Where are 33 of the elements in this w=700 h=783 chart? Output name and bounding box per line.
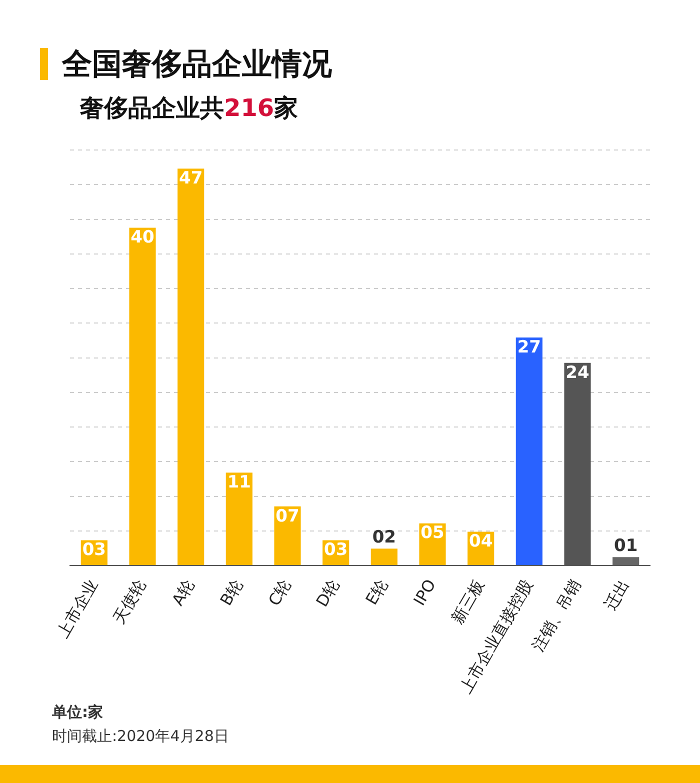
x-tick-label: C轮	[264, 576, 295, 609]
x-tick-label: 天使轮	[109, 576, 150, 627]
data-label: 01	[614, 536, 638, 556]
x-tick-label: 新三板	[447, 576, 488, 627]
data-label: 02	[372, 528, 396, 548]
x-tick-label: 迁出	[600, 576, 633, 614]
data-label: 05	[420, 523, 444, 544]
data-label: 11	[227, 472, 252, 493]
x-tick-label: B轮	[216, 576, 246, 609]
data-label: 04	[468, 532, 493, 552]
data-label: 27	[517, 337, 542, 358]
text: 时间截止:2020年4月28日	[52, 726, 229, 747]
chart-title: 全国奢侈品企业情况	[62, 46, 332, 84]
text: 单位:家	[52, 702, 104, 723]
data-label: 24	[566, 362, 590, 383]
x-tick-label: D轮	[312, 576, 343, 610]
bar	[129, 228, 156, 566]
bar	[274, 506, 301, 566]
chart-subtitle: 奢侈品企业共216家	[80, 94, 298, 122]
data-label: 03	[82, 540, 106, 560]
data-label: 03	[324, 540, 348, 560]
x-tick-label: IPO	[410, 576, 440, 609]
data-label: 47	[178, 168, 203, 189]
bar	[516, 338, 542, 566]
bar	[178, 168, 204, 566]
x-tick-label: E轮	[362, 576, 392, 608]
bar	[612, 557, 640, 566]
x-tick-label: 上市企业	[52, 576, 102, 641]
bar	[370, 548, 398, 566]
bar	[226, 472, 252, 566]
data-label: 07	[276, 506, 300, 526]
x-tick-label: A轮	[168, 576, 198, 609]
data-label: 40	[130, 228, 154, 248]
